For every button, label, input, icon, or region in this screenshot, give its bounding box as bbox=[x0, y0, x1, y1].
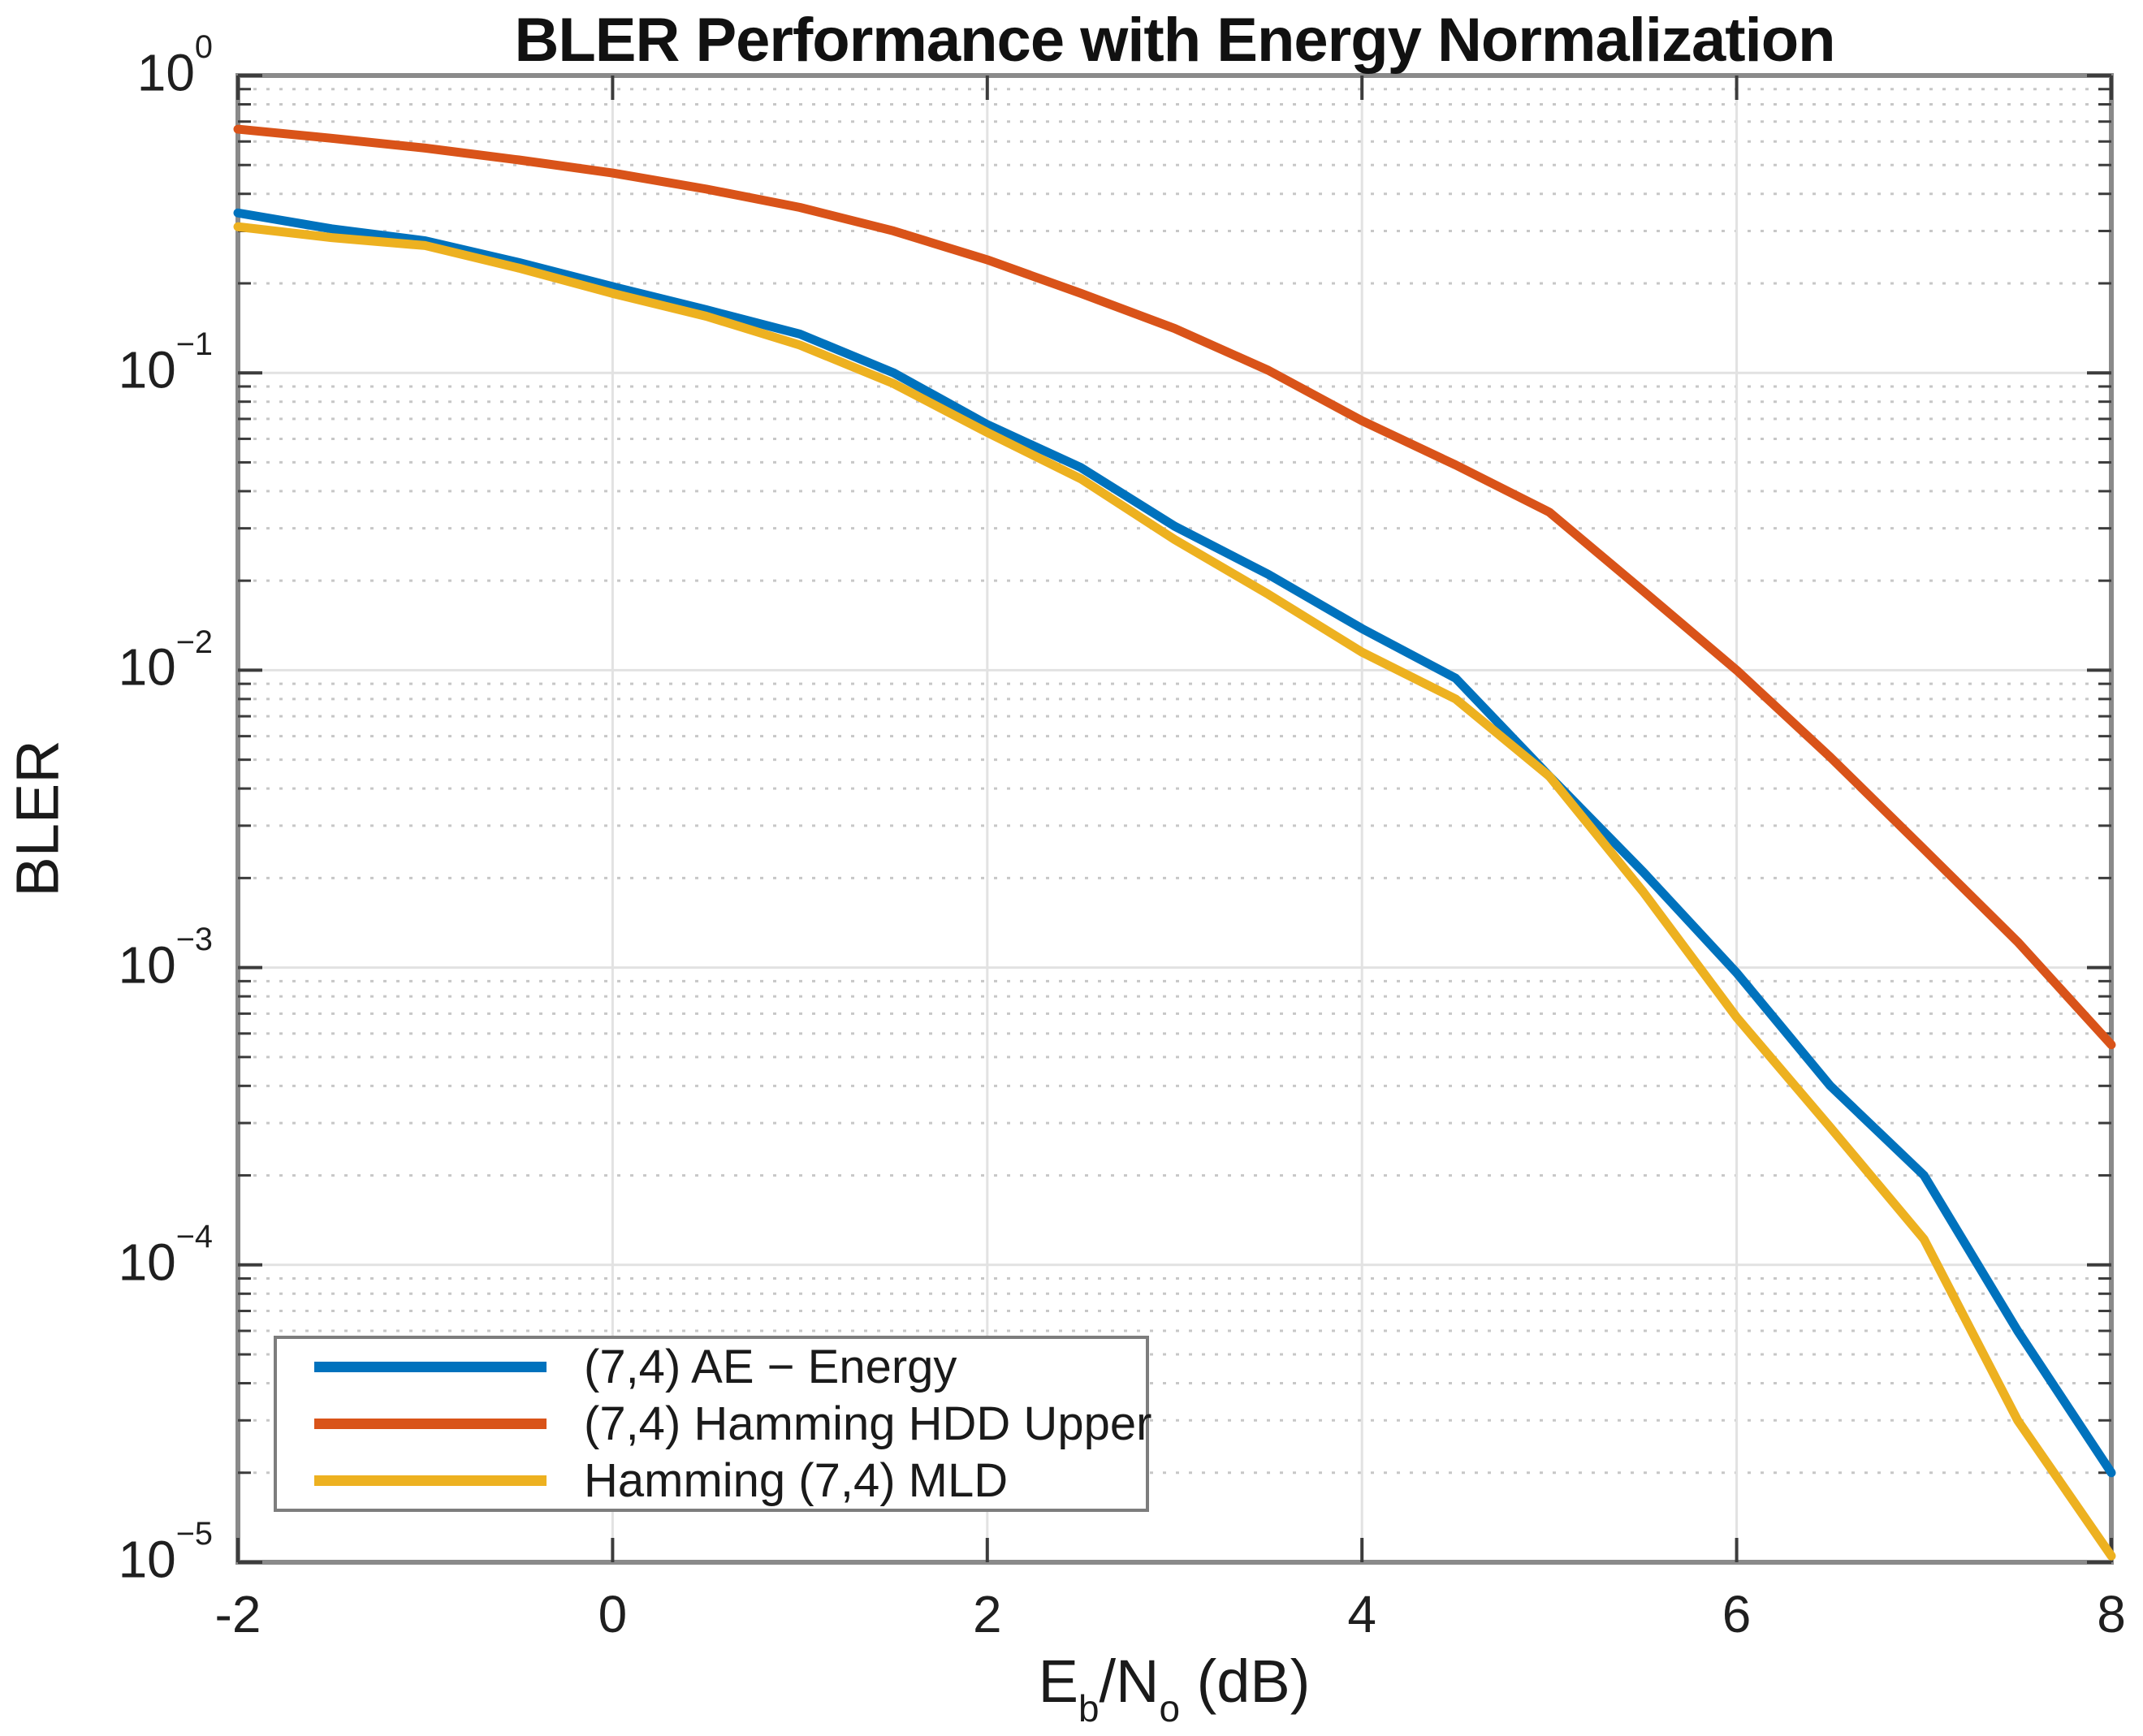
legend-line-swatch bbox=[314, 1418, 547, 1429]
x-tick-label: -2 bbox=[214, 1585, 261, 1643]
legend-label: (7,4) AE − Energy bbox=[584, 1341, 957, 1394]
chart-title: BLER Performance with Energy Normalizati… bbox=[514, 6, 1835, 75]
y-tick-label: 10−5 bbox=[118, 1516, 213, 1589]
y-tick-label: 10−3 bbox=[118, 921, 213, 994]
y-axis-label: BLER bbox=[3, 740, 71, 897]
x-axis-label-part: E bbox=[1038, 1647, 1078, 1715]
legend: (7,4) AE − Energy (7,4) Hamming HDD Upper… bbox=[274, 1336, 1151, 1512]
y-tick-label: 10−4 bbox=[118, 1218, 213, 1292]
axes-border bbox=[235, 73, 2114, 1565]
x-axis-label-part: (dB) bbox=[1180, 1647, 1311, 1715]
x-axis-label-part: /N bbox=[1099, 1647, 1160, 1715]
y-tick-label: 100 bbox=[136, 29, 213, 102]
series-line bbox=[233, 222, 2116, 1561]
x-axis-label-sub: o bbox=[1159, 1687, 1181, 1730]
legend-label: Hamming (7,4) MLD bbox=[584, 1453, 1009, 1507]
legend-item: (7,4) Hamming HDD Upper bbox=[277, 1397, 1151, 1451]
legend-label: (7,4) Hamming HDD Upper bbox=[584, 1397, 1152, 1450]
x-tick-label: 4 bbox=[1347, 1585, 1376, 1643]
x-tick-label: 0 bbox=[598, 1585, 628, 1643]
legend-line-swatch bbox=[314, 1475, 547, 1486]
legend-item: Hamming (7,4) MLD bbox=[277, 1453, 1146, 1508]
x-axis-label-sub: b bbox=[1078, 1687, 1100, 1730]
x-axis-label: Eb/No (dB) bbox=[931, 1647, 1418, 1730]
x-tick-label: 2 bbox=[973, 1585, 1002, 1643]
x-tick-label: 6 bbox=[1722, 1585, 1752, 1643]
y-tick-label: 10−2 bbox=[118, 624, 213, 697]
series-line bbox=[233, 208, 2116, 1478]
series-line bbox=[233, 124, 2116, 1050]
legend-item: (7,4) AE − Energy bbox=[277, 1340, 1146, 1394]
legend-line-swatch bbox=[314, 1362, 547, 1373]
y-tick-label: 10−1 bbox=[118, 326, 213, 399]
x-tick-label: 8 bbox=[2097, 1585, 2126, 1643]
